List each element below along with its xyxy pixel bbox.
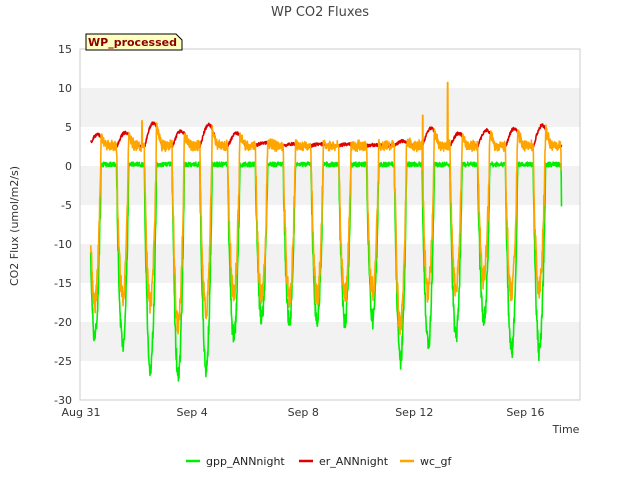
y-tick-label: -20 <box>54 316 72 329</box>
x-tick-label: Sep 12 <box>395 406 433 419</box>
y-tick-label: 0 <box>65 160 72 173</box>
grid-band <box>80 88 580 127</box>
legend-label: gpp_ANNnight <box>206 455 285 468</box>
legend-label: er_ANNnight <box>319 455 389 468</box>
x-tick-label: Sep 8 <box>288 406 319 419</box>
legend: gpp_ANNnight er_ANNnight wc_gf <box>186 455 453 468</box>
y-tick-label: -10 <box>54 238 72 251</box>
chart-title: WP CO2 Fluxes <box>271 5 369 20</box>
y-tick-label: 10 <box>58 82 72 95</box>
y-tick-label: -30 <box>54 394 72 407</box>
plot-frame <box>79 48 581 401</box>
y-tick-label: -5 <box>61 199 72 212</box>
grid-band <box>80 283 580 322</box>
series-lines <box>89 81 563 382</box>
y-tick-label: 5 <box>65 121 72 134</box>
grid-band <box>80 49 580 88</box>
x-tick-label: Aug 31 <box>62 406 101 419</box>
badge-text: WP_processed <box>88 36 177 49</box>
y-tick-label: -25 <box>54 355 72 368</box>
grid-bands <box>80 49 580 400</box>
badge: WP_processed <box>85 33 183 51</box>
y-tick-label: 15 <box>58 43 72 56</box>
x-tick-label: Sep 16 <box>506 406 544 419</box>
y-axis-label: CO2 Flux (umol/m2/s) <box>8 166 21 286</box>
x-tick-label: Sep 4 <box>176 406 207 419</box>
grid-band <box>80 361 580 400</box>
x-tick-labels: Aug 31 Sep 4 Sep 8 Sep 12 Sep 16 <box>62 406 545 419</box>
gpp-line <box>89 161 563 382</box>
x-axis-label: Time <box>552 423 580 436</box>
grid-band <box>80 322 580 361</box>
badge-box <box>85 33 183 51</box>
y-tick-labels: -30 -25 -20 -15 -10 -5 0 5 10 15 <box>54 43 72 407</box>
grid-band <box>80 205 580 244</box>
grid-band <box>80 244 580 283</box>
wc-line <box>89 81 563 336</box>
y-tick-label: -15 <box>54 277 72 290</box>
grid-band <box>80 166 580 205</box>
legend-label: wc_gf <box>420 455 453 468</box>
